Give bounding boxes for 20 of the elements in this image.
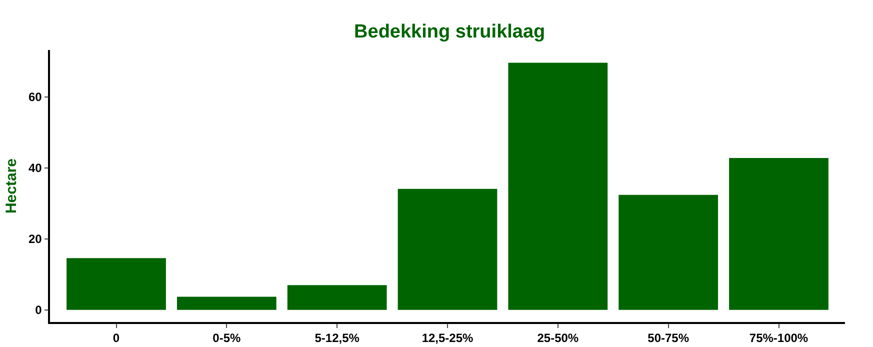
y-tick-label: 60 [28, 90, 42, 104]
x-tick-label: 25-50% [537, 331, 579, 346]
y-axis-title: Hectare [3, 158, 20, 214]
bar [729, 158, 828, 310]
bar [176, 296, 276, 310]
bar [618, 194, 718, 310]
x-tick-label: 50-75% [648, 331, 690, 346]
x-tick-label: 12,5-25% [422, 331, 474, 346]
y-tick-label: 40 [28, 161, 42, 176]
bar [287, 285, 387, 310]
y-tick-label: 0 [35, 303, 42, 318]
y-tick-label: 20 [28, 232, 42, 246]
x-tick-label: 75%-100% [749, 331, 808, 346]
bar [66, 258, 166, 310]
bar [398, 188, 498, 310]
bar [508, 62, 608, 310]
x-tick-label: 5-12,5% [314, 331, 360, 346]
x-tick-label: 0 [112, 331, 120, 346]
x-tick-label: 0-5% [212, 331, 242, 346]
chart-title: Bedekking struiklaag [354, 22, 546, 43]
